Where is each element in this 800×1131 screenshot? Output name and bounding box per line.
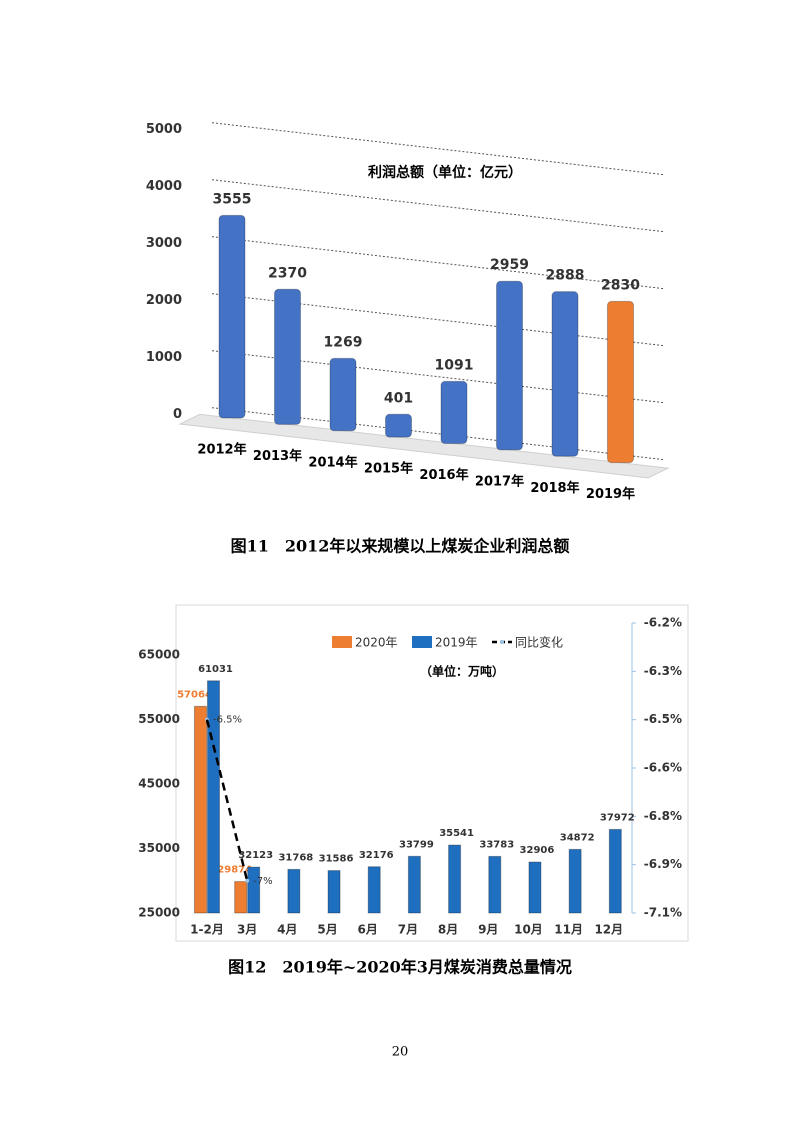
grid-line [211, 179, 666, 233]
x-tick-label: 2016年 [419, 467, 468, 483]
x-tick-label: 2013年 [253, 448, 302, 464]
y-tick-label: 2000 [146, 293, 182, 308]
y-tick-label: 35000 [138, 841, 180, 855]
bar [407, 855, 421, 914]
caption: 图12 2019年~2020年3月煤炭消费总量情况 [228, 958, 572, 977]
value-label: 33799 [399, 839, 434, 850]
value-label: 32176 [359, 850, 394, 861]
bar [448, 844, 462, 914]
bar [607, 300, 634, 464]
x-tick-label: 2019年 [586, 486, 635, 502]
bar [287, 868, 301, 914]
value-label: -7% [253, 876, 272, 887]
chart-frame [175, 604, 689, 942]
legend-label: 2020年 [355, 636, 398, 650]
bar [608, 828, 622, 914]
legend-label: 同比变化 [515, 635, 563, 650]
legend-label: 2019年 [435, 636, 478, 650]
floor [178, 413, 670, 479]
x-tick-label: 2017年 [475, 473, 524, 489]
bar [385, 413, 412, 438]
value-label: 401 [384, 390, 413, 406]
bar [327, 870, 341, 914]
value-label: 34872 [560, 832, 595, 843]
value-label: 32123 [238, 850, 273, 861]
y-tick-label: 1000 [146, 350, 182, 365]
value-label: 35541 [439, 828, 474, 839]
y2-tick-label: -6.9% [644, 857, 682, 871]
y-tick-label: 4000 [146, 179, 182, 194]
bar [247, 866, 261, 914]
y-tick-label: 25000 [138, 906, 180, 920]
y2-tick-label: -6.6% [644, 761, 682, 775]
chart-title: 利润总额（单位：亿元） [368, 164, 522, 181]
x-tick-label: 10月 [514, 923, 543, 937]
x-tick-label: 6月 [358, 923, 378, 937]
y-tick-label: 0 [173, 407, 182, 422]
bar [367, 866, 381, 914]
bar [528, 861, 542, 914]
value-label: -6.5% [213, 715, 242, 726]
y-tick-label: 3000 [146, 236, 182, 251]
page-number: 20 [392, 1045, 409, 1060]
bar [568, 848, 582, 914]
chart-subtitle: （单位：万吨） [420, 664, 504, 679]
y2-tick-label: -6.8% [644, 809, 682, 823]
legend-swatch [500, 640, 504, 644]
y-tick-label: 65000 [138, 648, 180, 662]
line-marker [245, 878, 250, 883]
bar [329, 357, 357, 432]
value-label: 31586 [319, 854, 354, 865]
value-label: 2959 [490, 257, 529, 273]
x-tick-label: 5月 [317, 923, 337, 937]
caption: 图11 2012年以来规模以上煤炭企业利润总额 [231, 537, 570, 556]
x-tick-label: 2014年 [308, 454, 357, 470]
bar [488, 855, 502, 914]
x-tick-label: 4月 [277, 923, 297, 937]
y-tick-label: 5000 [146, 122, 182, 137]
value-label: 1091 [435, 357, 474, 373]
y2-tick-label: -6.5% [644, 712, 682, 726]
bar [194, 705, 207, 914]
bar [274, 288, 301, 425]
value-label: 3555 [213, 191, 252, 207]
bar [551, 291, 579, 457]
value-label: 1269 [324, 334, 363, 350]
legend-swatch [332, 636, 352, 648]
value-label: 32906 [520, 845, 555, 856]
y-tick-label: 55000 [138, 712, 180, 726]
x-tick-label: 1-2月 [190, 923, 224, 937]
y2-tick-label: -6.2% [644, 616, 682, 630]
value-label: 29874 [217, 865, 252, 876]
bar [234, 881, 248, 914]
y2-tick-label: -7.1% [644, 906, 682, 920]
legend-swatch [412, 636, 432, 648]
value-label: 57064 [177, 689, 212, 700]
value-label: 33783 [479, 839, 514, 850]
bar [496, 280, 523, 451]
bar [440, 380, 468, 445]
value-label: 2370 [268, 265, 307, 281]
x-tick-label: 3月 [237, 923, 257, 937]
value-label: 2888 [546, 268, 585, 284]
y-tick-label: 45000 [138, 777, 180, 791]
x-tick-label: 8月 [438, 923, 458, 937]
value-label: 31768 [278, 852, 313, 863]
x-tick-label: 12月 [594, 923, 623, 937]
y2-tick-label: -6.3% [644, 664, 682, 678]
x-tick-label: 2018年 [530, 480, 579, 496]
value-label: 2830 [601, 277, 640, 293]
line [205, 719, 249, 882]
value-label: 61031 [198, 664, 233, 675]
x-tick-label: 2015年 [364, 461, 413, 477]
value-label: 37972 [600, 812, 635, 823]
bar [218, 214, 246, 419]
x-tick-label: 11月 [554, 923, 583, 937]
x-tick-label: 7月 [398, 923, 418, 937]
x-tick-label: 9月 [478, 923, 498, 937]
x-tick-label: 2012年 [197, 442, 246, 458]
